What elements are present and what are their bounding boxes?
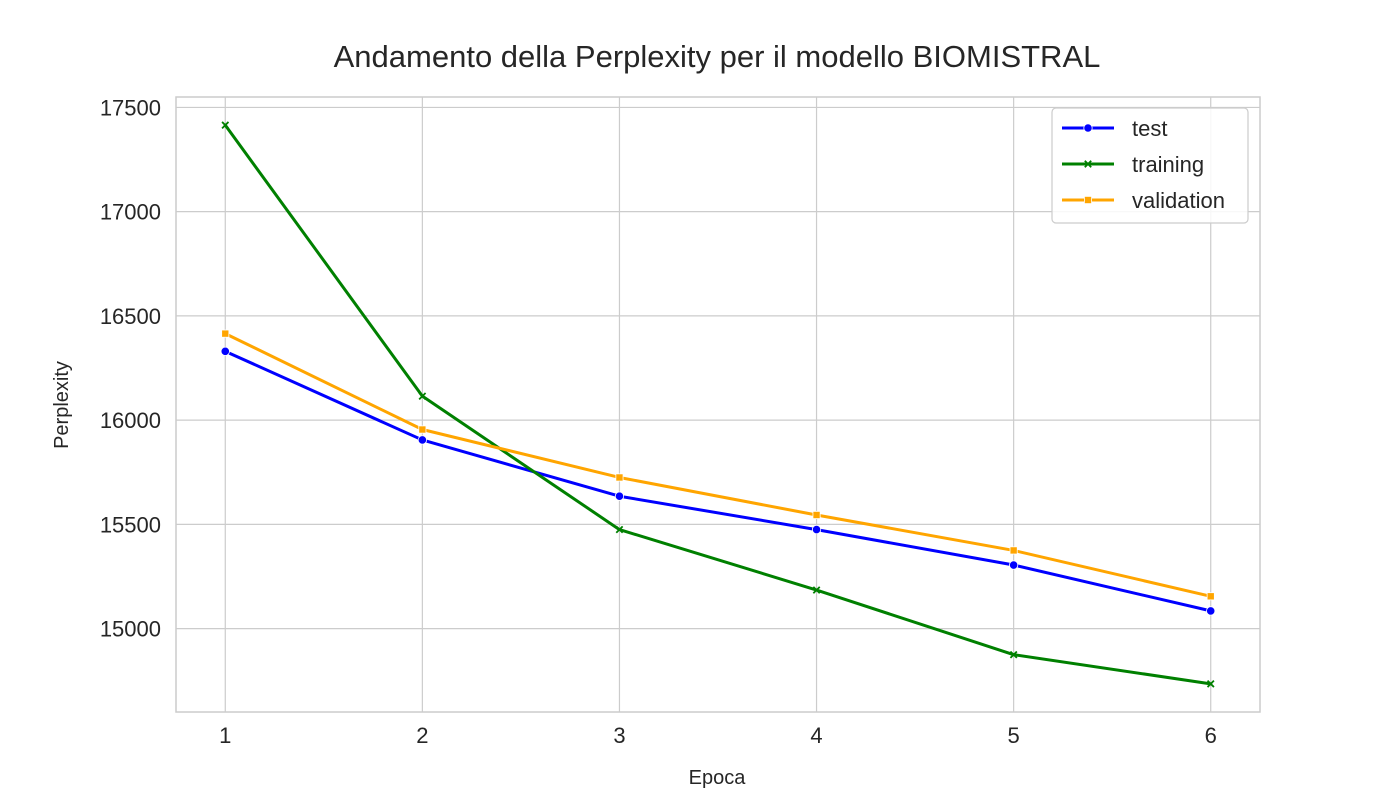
- data-point: [811, 524, 822, 535]
- data-point: [221, 121, 230, 129]
- data-point: [1206, 606, 1216, 616]
- data-point: [1084, 195, 1093, 204]
- series-training: [221, 121, 1215, 688]
- x-tick-label: 5: [1008, 723, 1020, 748]
- legend-item-validation: validation: [1062, 188, 1225, 213]
- series-validation: [221, 329, 1215, 601]
- x-axis-label: Epoca: [689, 767, 747, 789]
- data-point: [615, 473, 624, 482]
- tick-labels: 1 2 3 4 5 6 15000 15500 16000 16500 17000 17500: [100, 95, 1217, 748]
- data-point: [614, 491, 625, 501]
- legend-label: test: [1132, 116, 1167, 141]
- data-point: [1009, 546, 1018, 555]
- data-point: [418, 425, 427, 434]
- series-test: [220, 346, 1216, 616]
- series-line-test: [223, 349, 1213, 613]
- legend-label: validation: [1132, 188, 1225, 213]
- data-point: [812, 510, 821, 519]
- y-tick-label: 15500: [100, 512, 161, 537]
- x-tick-label: 1: [219, 723, 231, 748]
- data-point: [812, 586, 821, 594]
- data-point: [221, 329, 230, 338]
- series-line-validation: [223, 332, 1213, 598]
- y-tick-label: 16500: [100, 304, 161, 329]
- plot-frame: [175, 96, 1261, 713]
- data-point: [1206, 680, 1215, 688]
- data-point: [1083, 123, 1093, 133]
- series-line-training: [223, 123, 1213, 686]
- data-point: [1084, 160, 1092, 168]
- x-tick-label: 2: [416, 723, 428, 748]
- series: [220, 121, 1216, 688]
- x-tick-label: 4: [810, 723, 822, 748]
- chart-title: Andamento della Perplexity per il modell…: [334, 39, 1101, 74]
- legend-label: training: [1132, 152, 1204, 177]
- x-tick-label: 3: [613, 723, 625, 748]
- data-point: [417, 435, 427, 445]
- y-tick-label: 16000: [100, 408, 161, 433]
- data-point: [1009, 650, 1018, 659]
- data-point: [220, 346, 230, 356]
- y-axis-label: Perplexity: [51, 361, 73, 449]
- data-point: [1009, 560, 1019, 570]
- y-tick-label: 15000: [100, 617, 161, 642]
- data-point: [615, 525, 624, 534]
- legend-item-training: training: [1062, 152, 1204, 177]
- y-tick-label: 17000: [100, 200, 161, 225]
- legend-item-test: test: [1062, 116, 1167, 141]
- y-tick-label: 17500: [100, 95, 161, 120]
- x-tick-label: 6: [1205, 723, 1217, 748]
- data-point: [418, 392, 427, 400]
- legend-box: [1051, 107, 1249, 224]
- legend: test training validation: [1051, 107, 1249, 224]
- data-point: [1206, 592, 1215, 601]
